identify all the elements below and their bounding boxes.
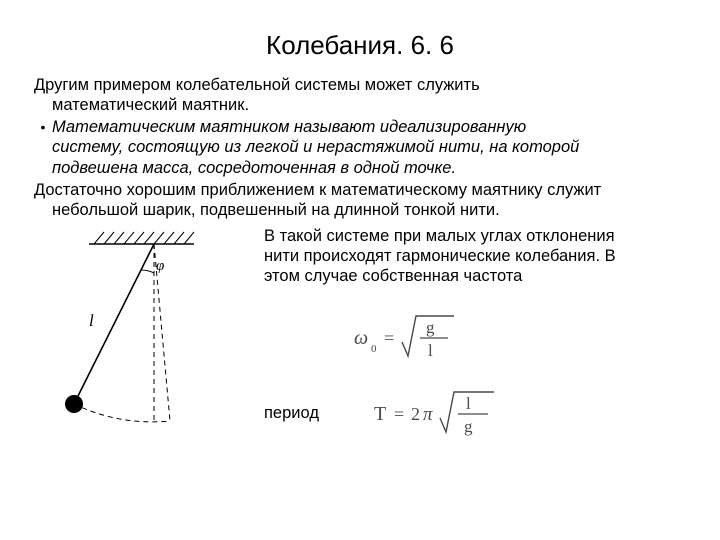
- svg-text:=: =: [384, 328, 394, 348]
- svg-text:π: π: [423, 404, 433, 425]
- formula-omega: ω 0 = g l: [354, 308, 686, 366]
- p2-line1: Математическим маятником называют идеали…: [52, 118, 526, 136]
- p2-line3: подвешена масса, сосредоточенная в одной…: [52, 159, 456, 177]
- period-label: период: [264, 404, 374, 423]
- slide-page: Колебания. 6. 6 Другим примером колебате…: [0, 0, 720, 452]
- paragraph-4: В такой системе при малых углах отклонен…: [264, 226, 686, 286]
- formula-period-row: период T = 2 π l g: [264, 384, 686, 442]
- p3-line1: Достаточно хорошим приближением к матема…: [34, 181, 601, 199]
- diagram-column: φ l: [34, 226, 254, 442]
- l-label: l: [89, 311, 94, 330]
- paragraph-2-body: Математическим маятником называют идеали…: [52, 117, 686, 177]
- paragraph-1: Другим примером колебательной системы мо…: [34, 75, 686, 115]
- svg-text:g: g: [464, 417, 473, 436]
- p1-line2: математический маятник.: [34, 96, 249, 114]
- p3-line2: небольшой шарик, подвешенный на длинной …: [34, 201, 500, 219]
- svg-text:0: 0: [371, 343, 377, 355]
- svg-text:ω: ω: [354, 327, 368, 349]
- svg-text:g: g: [426, 318, 435, 337]
- formula-period-svg: T = 2 π l g: [374, 384, 524, 442]
- paragraph-3: Достаточно хорошим приближением к матема…: [34, 180, 686, 220]
- svg-text:l: l: [428, 341, 433, 360]
- pendulum-diagram: φ l: [34, 226, 224, 436]
- text-column: В такой системе при малых углах отклонен…: [254, 226, 686, 442]
- lower-section: φ l В такой системе при малых углах откл…: [34, 226, 686, 442]
- p2-line2: систему, состоящую из легкой и нерастяжи…: [52, 138, 579, 156]
- page-title: Колебания. 6. 6: [34, 30, 686, 61]
- p1-line1: Другим примером колебательной системы мо…: [34, 76, 480, 94]
- svg-text:l: l: [466, 394, 471, 413]
- svg-text:2: 2: [411, 404, 420, 424]
- p4-line3: этом случае собственная частота: [264, 267, 522, 285]
- paragraph-2: • Математическим маятником называют идеа…: [34, 117, 686, 177]
- svg-text:T: T: [374, 403, 386, 425]
- phi-label: φ: [156, 258, 164, 274]
- bullet-icon: •: [34, 117, 52, 177]
- svg-text:=: =: [394, 404, 404, 424]
- p4-line2: нити происходят гармонические колебания.…: [264, 247, 616, 265]
- formula-omega-svg: ω 0 = g l: [354, 308, 484, 366]
- p4-line1: В такой системе при малых углах отклонен…: [264, 227, 615, 245]
